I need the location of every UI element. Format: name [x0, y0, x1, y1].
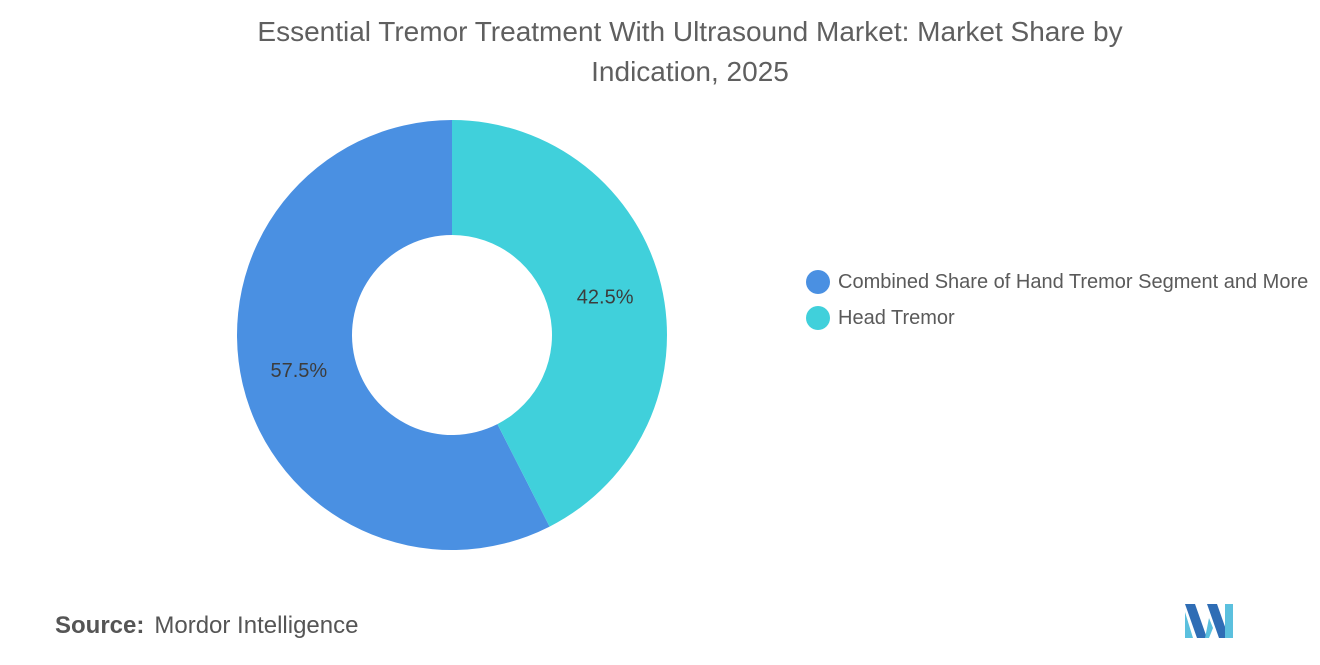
donut-slice	[452, 120, 668, 527]
donut-slice	[237, 120, 550, 550]
legend-swatch	[806, 306, 830, 330]
legend-label: Head Tremor	[838, 307, 955, 329]
data-label: 42.5%	[577, 287, 634, 309]
data-label: 57.5%	[270, 360, 327, 382]
legend-item: Combined Share of Hand Tremor Segment an…	[806, 268, 1316, 296]
legend-swatch	[806, 270, 830, 294]
source-text: Mordor Intelligence	[154, 612, 359, 639]
chart-title: Essential Tremor Treatment With Ultrasou…	[257, 16, 1123, 87]
source-label: Source:	[55, 612, 145, 639]
legend-item: Head Tremor	[806, 304, 1316, 332]
source: Source: Mordor Intelligence	[55, 612, 358, 640]
logo	[1185, 604, 1233, 638]
legend: Combined Share of Hand Tremor Segment an…	[806, 268, 1316, 340]
legend-label: Combined Share of Hand Tremor Segment an…	[838, 271, 1309, 293]
